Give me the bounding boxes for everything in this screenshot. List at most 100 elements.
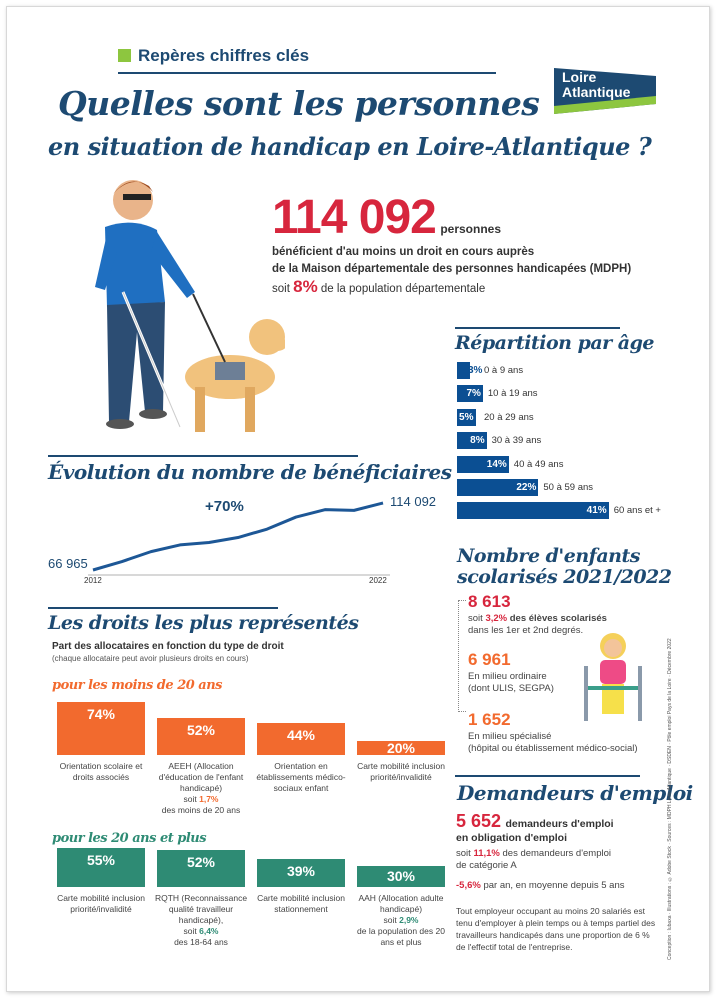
- jobs-title: Demandeurs d'emploi: [457, 781, 693, 805]
- over20-caption-text: AAH (Allocation adulte handicapé): [358, 893, 444, 914]
- under20-caption: Carte mobilité inclusion priorité/invali…: [351, 761, 451, 783]
- share-value: 8%: [293, 277, 318, 296]
- under20-caption-extra: soit 1,7%: [151, 794, 251, 805]
- age-bar: 7%: [457, 385, 483, 403]
- extra-suffix: des 18-64 ans: [174, 937, 228, 947]
- under20-caption: AEEH (Allocation d'éducation de l'enfant…: [151, 761, 251, 816]
- section-label: Repères chiffres clés: [138, 46, 310, 65]
- over20-bar: 39%: [257, 859, 345, 887]
- ordinary-text1: En milieu ordinaire: [468, 671, 547, 682]
- total-pct: 3,2%: [485, 613, 508, 624]
- evolution-title: Évolution du nombre de bénéficiaires: [48, 460, 452, 484]
- age-label: 10 à 19 ans: [487, 388, 538, 400]
- over20-caption: Carte mobilité inclusion priorité/invali…: [51, 893, 151, 915]
- jobs-number: 5 652: [456, 811, 502, 831]
- over20-caption-text: Carte mobilité inclusion stationnement: [257, 893, 345, 914]
- age-label: 0 à 9 ans: [484, 365, 524, 376]
- over20-bar: 30%: [357, 865, 445, 887]
- divider: [455, 775, 640, 777]
- under20-bar: 52%: [157, 717, 245, 755]
- jobs-trend-text: par an, en moyenne depuis 5 ans: [483, 880, 625, 891]
- under20-bar: 74%: [57, 701, 145, 755]
- rights-title: Les droits les plus représentés: [48, 612, 359, 634]
- age-bar: 3%: [457, 362, 482, 379]
- child-wheelchair-illustration: [584, 633, 642, 721]
- page-title-line2: en situation de handicap en Loire-Atlant…: [48, 132, 652, 161]
- start-value-label: 66 965: [48, 556, 88, 571]
- evolution-line: [92, 501, 384, 572]
- children-title-line2: scolarisés 2021/2022: [457, 566, 672, 588]
- jobs-share: 11,1%: [473, 848, 500, 859]
- jobs-note: Tout employeur occupant au moins 20 sala…: [456, 906, 656, 952]
- special-text2: (hôpital ou établissement médico-social): [468, 743, 638, 754]
- under20-caption: Orientation scolaire et droits associés: [51, 761, 151, 783]
- over20-caption: RQTH (Reconnaissance qualité travailleur…: [151, 893, 251, 948]
- over20-caption: AAH (Allocation adulte handicapé) soit 2,…: [351, 893, 451, 948]
- jobs-label2: en obligation d'emploi: [456, 832, 567, 844]
- extra-value: 2,9%: [399, 915, 419, 925]
- over20-caption-text: Carte mobilité inclusion priorité/invali…: [57, 893, 145, 914]
- over20-heading: pour les 20 ans et plus: [52, 831, 207, 846]
- logo: Loire Atlantique: [548, 66, 660, 116]
- children-total: 8 613: [468, 592, 511, 611]
- page-title-line1: Quelles sont les personnes: [58, 84, 540, 123]
- extra-value: 1,7%: [199, 794, 219, 804]
- divider: [48, 607, 278, 609]
- under20-caption-text: Carte mobilité inclusion priorité/invali…: [357, 761, 445, 782]
- jobs-share-text: des demandeurs d'emploi: [502, 848, 612, 859]
- age-label: 30 à 39 ans: [491, 435, 542, 447]
- blind-person-guide-dog-illustration: [95, 180, 285, 432]
- children-special: 1 652: [468, 710, 511, 729]
- headline-unit: personnes: [440, 222, 501, 236]
- rights-note: (chaque allocataire peut avoir plusieurs…: [52, 654, 249, 663]
- end-value-label: 114 092: [390, 494, 437, 509]
- x-tick-start: 2012: [84, 576, 102, 585]
- headline-share: soit 8% de la population départementale: [272, 277, 485, 297]
- page-frame: [6, 6, 710, 992]
- share-prefix: soit: [272, 283, 290, 295]
- total-prefix: soit: [468, 613, 483, 624]
- jobs-share-text2: de catégorie A: [456, 860, 517, 871]
- jobs-label1: demandeurs d'emploi: [505, 818, 614, 830]
- under20-heading: pour les moins de 20 ans: [52, 678, 223, 693]
- growth-label: +70%: [205, 498, 244, 515]
- extra-prefix: soit: [383, 915, 397, 925]
- extra-prefix: soit: [183, 794, 197, 804]
- divider: [48, 455, 358, 457]
- bracket: [458, 600, 466, 712]
- over20-caption-extra: soit 6,4%: [151, 926, 251, 937]
- over20-bar: 55%: [57, 847, 145, 887]
- age-label: 20 à 29 ans: [484, 411, 534, 423]
- over20-bar: 52%: [157, 850, 245, 887]
- extra-suffix: de la population des 20 ans et plus: [357, 926, 445, 947]
- over20-caption-extra: soit 2,9%: [351, 915, 451, 926]
- extra-value: 6,4%: [199, 926, 219, 936]
- jobs-share-prefix: soit: [456, 848, 471, 859]
- logo-line1: Loire: [562, 69, 597, 85]
- green-square-icon: [118, 49, 131, 62]
- jobs-trend: -5,6%: [456, 880, 481, 891]
- headline-line1: bénéficient d'au moins un droit en cours…: [272, 246, 535, 258]
- ordinary-text2: (dont ULIS, SEGPA): [468, 683, 554, 694]
- age-bar: 5%: [457, 408, 476, 426]
- age-label: 50 à 59 ans: [543, 482, 594, 493]
- extra-prefix: soit: [183, 926, 197, 936]
- rights-subtitle: Part des allocataires en fonction du typ…: [52, 641, 284, 652]
- over20-caption-text: RQTH (Reconnaissance qualité travailleur…: [154, 893, 248, 925]
- jobs-headline: 5 652 demandeurs d'emploi: [456, 811, 614, 832]
- under20-caption-text: Orientation scolaire et droits associés: [59, 761, 143, 782]
- headline-figure: 114 092 personnes: [272, 190, 501, 245]
- children-ordinary: 6 961: [468, 650, 511, 669]
- headline-line2: de la Maison départementale des personne…: [272, 263, 632, 275]
- under20-caption-text: AEEH (Allocation d'éducation de l'enfant…: [158, 761, 244, 793]
- total-text2: dans les 1er et 2nd degrés.: [468, 625, 584, 636]
- under20-bar: 44%: [257, 723, 345, 755]
- age-title: Répartition par âge: [455, 332, 654, 354]
- headline-number: 114 092: [272, 191, 437, 244]
- over20-caption: Carte mobilité inclusion stationnement: [251, 893, 351, 915]
- logo-line2: Atlantique: [562, 84, 631, 100]
- age-bar: 41%: [457, 502, 609, 520]
- divider: [455, 327, 620, 329]
- extra-suffix: des moins de 20 ans: [161, 805, 241, 815]
- age-bar: 22%: [457, 479, 539, 496]
